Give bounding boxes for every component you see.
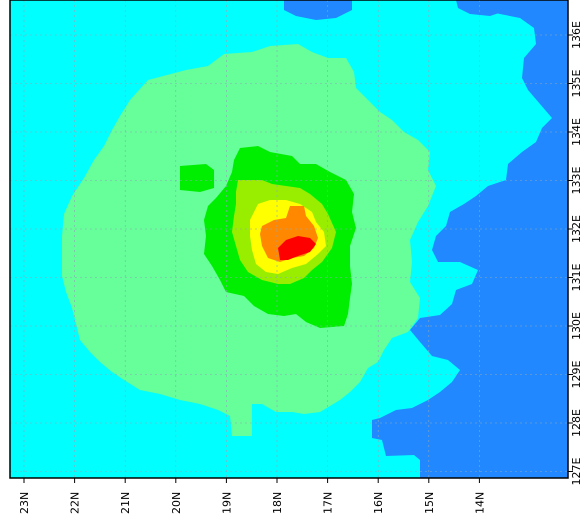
field-low-blue bbox=[372, 0, 568, 478]
lat-tick-labels: 23N 22N 21N 20N 19N 18N 17N 16N 15N 14N bbox=[18, 478, 486, 514]
lat-label: 18N bbox=[271, 492, 284, 514]
lat-label: 21N bbox=[119, 492, 132, 514]
field-low-blue-top2 bbox=[456, 0, 520, 16]
lon-label: 136E bbox=[570, 21, 583, 49]
lon-label: 128E bbox=[570, 409, 583, 437]
lon-label: 133E bbox=[570, 166, 583, 194]
lat-label: 16N bbox=[372, 492, 385, 514]
lon-label: 129E bbox=[570, 360, 583, 388]
lon-label: 130E bbox=[570, 312, 583, 340]
lat-label: 15N bbox=[423, 492, 436, 514]
lat-label: 23N bbox=[18, 492, 31, 514]
contour-fields bbox=[62, 0, 568, 478]
field-level-2-ext bbox=[180, 164, 214, 192]
lat-label: 19N bbox=[220, 492, 233, 514]
lon-label: 127E bbox=[570, 457, 583, 485]
lat-label: 17N bbox=[322, 492, 335, 514]
field-low-blue-top bbox=[284, 0, 352, 20]
lat-label: 14N bbox=[473, 492, 486, 514]
field-level-6 bbox=[278, 236, 316, 260]
lat-lon-grid bbox=[10, 0, 568, 478]
lon-tick-labels: 136E 135E 134E 133E 132E 131E 130E 129E 128E 127E bbox=[568, 21, 583, 485]
plot-frame bbox=[9, 0, 569, 479]
lat-label: 22N bbox=[69, 492, 82, 514]
lon-label: 131E bbox=[570, 263, 583, 291]
lat-label: 20N bbox=[170, 492, 183, 514]
lon-label: 135E bbox=[570, 69, 583, 97]
lon-label: 132E bbox=[570, 215, 583, 243]
lon-label: 134E bbox=[570, 118, 583, 146]
